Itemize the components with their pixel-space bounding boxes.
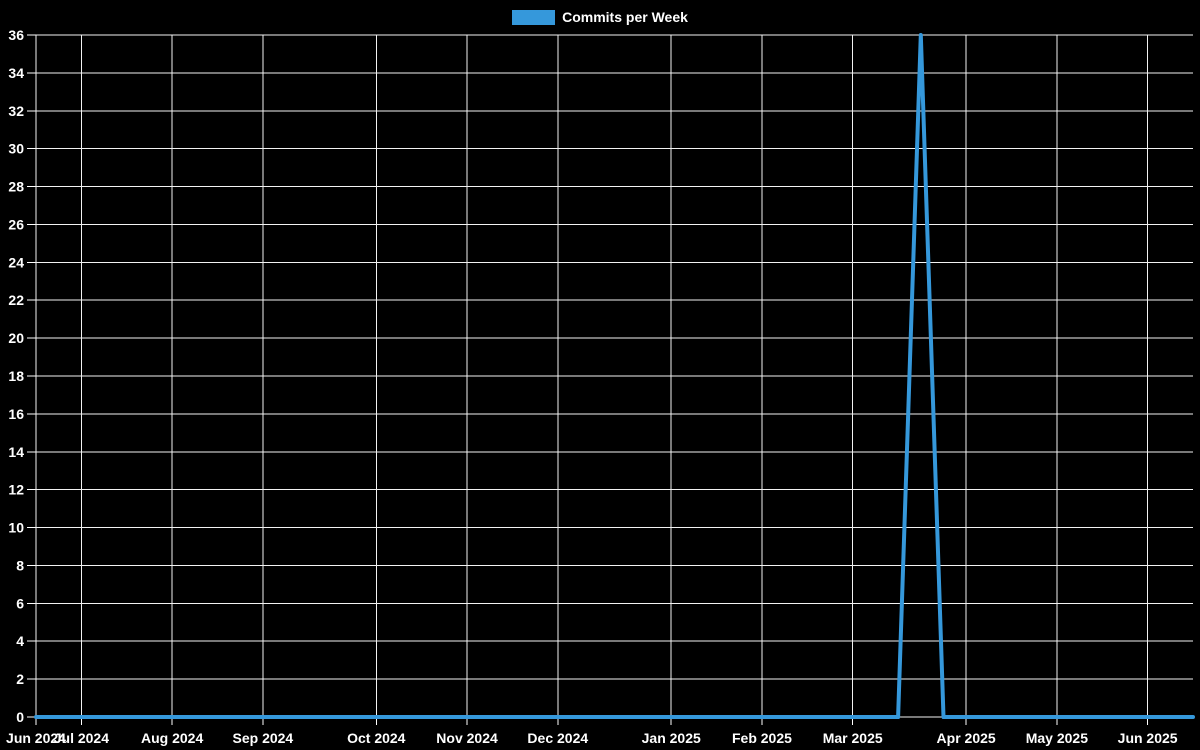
y-axis-tick-label: 36 (8, 27, 24, 43)
x-axis-tick-label: Jan 2025 (642, 730, 701, 746)
x-axis-tick-label: Dec 2024 (527, 730, 588, 746)
y-axis-tick-label: 10 (8, 520, 24, 536)
y-axis-tick-label: 14 (8, 444, 24, 460)
legend-label: Commits per Week (562, 9, 688, 25)
legend-item-commits-per-week[interactable]: Commits per Week (512, 9, 688, 25)
y-axis-tick-label: 34 (8, 65, 24, 81)
x-axis-tick-label: Nov 2024 (436, 730, 498, 746)
x-axis-tick-label: Oct 2024 (347, 730, 406, 746)
x-axis-tick-label: Apr 2025 (937, 730, 996, 746)
y-axis-tick-label: 22 (8, 292, 24, 308)
y-axis-tick-label: 16 (8, 406, 24, 422)
legend-swatch (512, 9, 556, 25)
y-axis-tick-label: 2 (16, 671, 24, 687)
chart-legend: Commits per Week (0, 9, 1200, 25)
commits-line-series (34, 33, 1195, 719)
y-axis-tick-label: 0 (16, 709, 24, 725)
y-axis-tick-label: 28 (8, 179, 24, 195)
y-axis-tick-label: 6 (16, 595, 24, 611)
y-axis-tick-label: 18 (8, 368, 24, 384)
y-axis-tick-label: 30 (8, 141, 24, 157)
x-axis-tick-label: Sep 2024 (233, 730, 294, 746)
x-axis-tick-label: Jun 2024 (6, 730, 66, 746)
y-axis-tick-label: 4 (16, 633, 24, 649)
y-axis-tick-label: 20 (8, 330, 24, 346)
x-axis-tick-label: Feb 2025 (732, 730, 792, 746)
y-axis-tick-label: 32 (8, 103, 24, 119)
x-axis-tick-label: Jul 2024 (54, 730, 109, 746)
x-axis-tick-label: Jun 2025 (1118, 730, 1178, 746)
x-axis-tick-label: Mar 2025 (823, 730, 883, 746)
y-axis-tick-label: 12 (8, 482, 24, 498)
x-axis-tick-label: May 2025 (1026, 730, 1088, 746)
y-axis-tick-label: 8 (16, 557, 24, 573)
x-axis-tick-label: Aug 2024 (141, 730, 203, 746)
y-axis-tick-label: 24 (8, 254, 24, 270)
y-axis-tick-label: 26 (8, 216, 24, 232)
